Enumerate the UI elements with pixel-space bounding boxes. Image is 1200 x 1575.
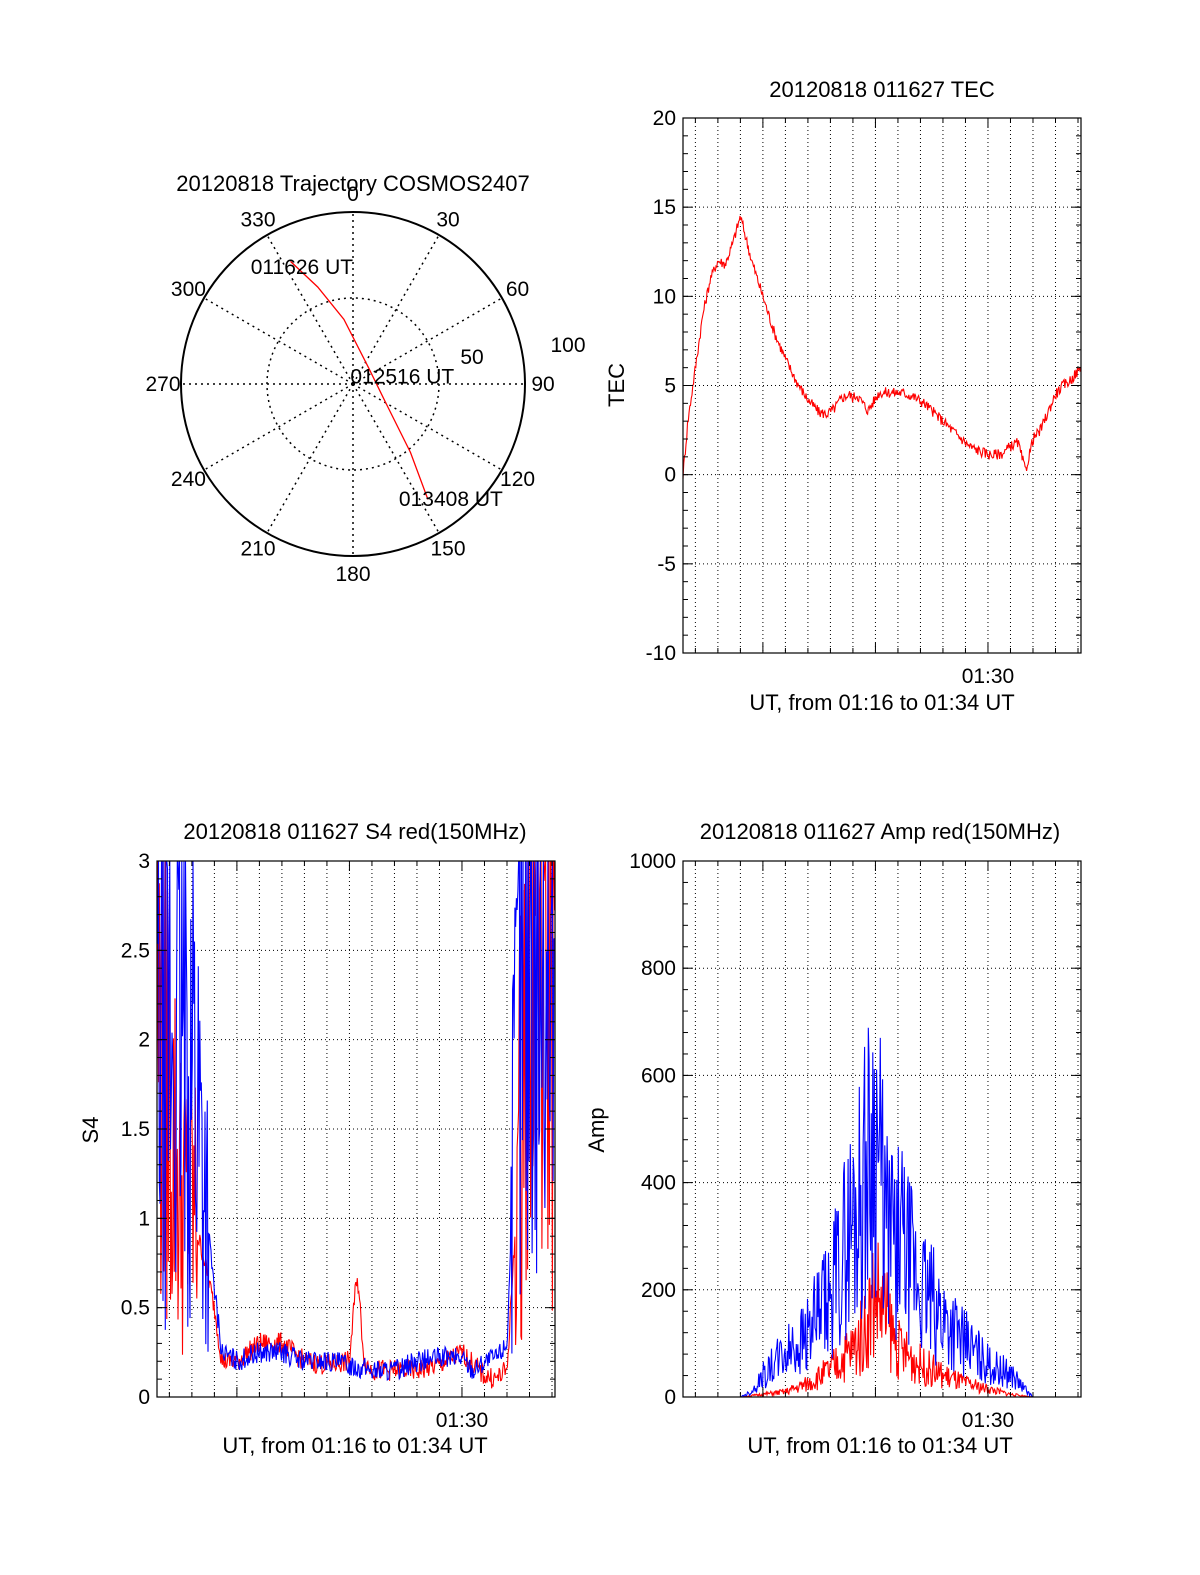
tec-xlabel: UT, from 01:16 to 01:34 UT [749,690,1014,715]
tec-grid [683,117,1081,654]
amp-plot: 20120818 011627 Amp red(150MHz) 0 200 400 6… [584,819,1082,1458]
amp-series [683,1027,1081,1398]
amp-xticks: 01:30 [694,861,1079,1432]
s4-series [156,860,556,1389]
polar-angle-label: 0 [347,183,359,206]
s4-plot: 20120818 011627 S4 red(150MHz) 0 0.5 1 1.5 2… [78,819,556,1458]
amp-title: 20120818 011627 Amp red(150MHz) [700,819,1060,844]
polar-radius-label: 100 [550,334,585,357]
s4-yticks: 0 0.5 1 1.5 2 2.5 3 [121,850,555,1409]
polar-radius-label: 50 [460,346,483,369]
polar-angle-labels: 0 30 60 90 120 150 180 210 240 270 300 330 [145,183,554,586]
amp-series-line [683,1242,1081,1398]
amp-ytick-label: 0 [664,1386,676,1409]
s4-xlabel: UT, from 01:16 to 01:34 UT [222,1433,487,1458]
s4-ytick-label: 0.5 [121,1297,150,1320]
polar-grid-spoke [266,234,354,385]
polar-angle-label: 300 [171,278,206,301]
polar-angle-label: 210 [240,538,275,561]
polar-grid-spoke [203,383,354,471]
amp-yticks: 0 200 400 600 800 1000 [629,850,1081,1409]
amp-series-line [683,1027,1081,1398]
amp-ytick-label: 200 [641,1279,676,1302]
polar-time-annotation: 011626 UT [251,256,354,279]
polar-angle-label: 120 [500,468,535,491]
s4-ytick-label: 2.5 [121,939,150,962]
s4-xticks: 01:30 [168,861,553,1432]
polar-trajectory-line [290,260,429,500]
s4-grid [157,860,555,1398]
polar-annotations: 011626 UT 012516 UT 013408 UT [251,256,503,511]
amp-grid [683,860,1081,1398]
amp-ytick-label: 800 [641,957,676,980]
polar-title: 20120818 Trajectory COSMOS2407 [176,171,529,196]
amp-xlabel: UT, from 01:16 to 01:34 UT [747,1433,1012,1458]
s4-ytick-label: 0 [138,1386,150,1409]
polar-angle-label: 270 [145,373,180,396]
s4-xtick-label: 01:30 [436,1409,489,1432]
tec-ytick-label: -5 [657,553,676,576]
tec-ytick-label: -10 [646,642,676,665]
polar-series [290,260,429,500]
s4-title: 20120818 011627 S4 red(150MHz) [183,819,526,844]
s4-series-line [156,860,555,1382]
polar-angle-label: 90 [531,373,554,396]
tec-ytick-label: 10 [653,285,676,308]
polar-grid-spoke [266,383,354,534]
s4-ytick-label: 1.5 [121,1118,150,1141]
s4-ytick-label: 2 [138,1029,150,1052]
tec-xtick-label: 01:30 [962,665,1015,688]
tec-series-line [682,215,1082,479]
s4-ylabel: S4 [78,1117,103,1144]
polar-grid-spoke [352,297,503,385]
polar-trajectory-plot: 20120818 Trajectory COSMOS2407 0 30 60 90 12… [145,171,585,586]
tec-ytick-label: 15 [653,196,676,219]
polar-time-annotation: 013408 UT [399,488,503,511]
tec-ytick-label: 5 [664,375,676,398]
tec-ylabel: TEC [604,363,629,407]
polar-angle-label: 240 [171,468,206,491]
tec-yticks: -10 -5 0 5 10 15 20 [646,107,1081,665]
tec-xticks: 01:30 [694,118,1079,688]
amp-ytick-label: 400 [641,1172,676,1195]
polar-time-annotation: 012516 UT [350,365,454,388]
amp-ytick-label: 1000 [629,850,676,873]
s4-frame [156,860,556,1398]
polar-angle-label: 150 [430,538,465,561]
tec-ytick-label: 20 [653,107,676,130]
polar-radius-labels: 50 100 [460,334,585,369]
polar-grid [181,212,525,556]
polar-angle-label: 60 [506,278,529,301]
s4-ytick-label: 3 [138,850,150,873]
polar-angle-label: 330 [240,208,275,231]
polar-outer-circle [180,211,526,557]
polar-angle-label: 30 [436,208,459,231]
amp-ytick-label: 600 [641,1064,676,1087]
polar-grid-spoke [203,297,354,385]
s4-ytick-label: 1 [138,1207,150,1230]
amp-xtick-label: 01:30 [962,1409,1015,1432]
tec-series [682,215,1082,479]
amp-frame [682,860,1082,1398]
polar-angle-label: 180 [335,563,370,586]
polar-grid-spoke [352,234,440,385]
tec-frame [682,117,1082,654]
tec-ytick-label: 0 [664,464,676,487]
polar-grid-spoke [352,383,503,471]
tec-title: 20120818 011627 TEC [769,77,995,102]
amp-ylabel: Amp [584,1107,609,1152]
polar-grid-spoke [352,383,440,534]
